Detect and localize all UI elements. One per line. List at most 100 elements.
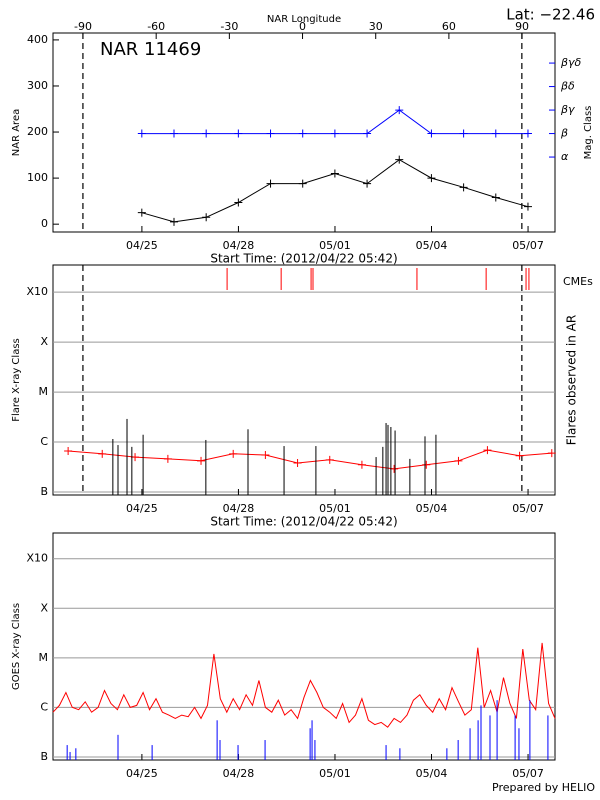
marker: [523, 202, 532, 211]
marker: [427, 129, 436, 138]
marker: [491, 193, 500, 202]
x-tick-label: 04/25: [126, 502, 158, 515]
marker: [547, 449, 556, 458]
y-axis-label: Flare X-ray Class: [11, 338, 22, 422]
y-axis-label: NAR Area: [11, 109, 22, 156]
series-line: [52, 642, 556, 728]
x-tick-label: 04/28: [223, 239, 255, 252]
y2-axis-label: Flares observed in AR: [565, 315, 579, 445]
marker: [293, 459, 302, 468]
x-tick-label: 05/01: [319, 502, 351, 515]
marker: [395, 106, 404, 115]
marker: [390, 464, 399, 473]
x2-tick-label: -90: [74, 20, 92, 33]
marker: [330, 169, 339, 178]
series-line: [68, 449, 552, 470]
x-tick-label: 04/25: [126, 239, 158, 252]
x-tick-label: 05/07: [512, 502, 544, 515]
y2-tick-label: βγδ: [560, 56, 582, 69]
y-tick-label: 200: [27, 125, 48, 138]
marker: [169, 129, 178, 138]
x-tick-label: 05/07: [512, 767, 544, 780]
marker: [330, 129, 339, 138]
marker: [357, 460, 366, 469]
marker: [266, 179, 275, 188]
x-tick-label: 05/04: [416, 502, 448, 515]
x-tick-label: 04/28: [223, 767, 255, 780]
marker: [363, 179, 372, 188]
x2-tick-label: -30: [220, 20, 238, 33]
marker: [422, 460, 431, 469]
y-axis-label: GOES X-ray Class: [11, 603, 22, 690]
y2-axis-label: Mag. Class: [583, 106, 594, 160]
x-axis-label: Start Time: (2012/04/22 05:42): [210, 515, 397, 529]
plot-frame: [52, 264, 556, 496]
x2-tick-label: 30: [369, 20, 383, 33]
marker: [298, 129, 307, 138]
y-tick-label: M: [39, 385, 49, 398]
marker: [523, 129, 532, 138]
x2-tick-label: 60: [442, 20, 456, 33]
marker: [169, 217, 178, 226]
marker: [229, 449, 238, 458]
marker: [234, 198, 243, 207]
y-tick-label: 300: [27, 79, 48, 92]
x2-tick-label: 90: [515, 20, 529, 33]
plot-frame: [52, 32, 556, 233]
marker: [459, 129, 468, 138]
x-tick-label: 05/01: [319, 239, 351, 252]
panel-title: NAR 11469: [100, 39, 201, 60]
marker: [515, 451, 524, 460]
x-tick-label: 05/04: [416, 239, 448, 252]
marker: [137, 129, 146, 138]
marker: [197, 456, 206, 465]
marker: [98, 449, 107, 458]
marker: [491, 129, 500, 138]
marker: [298, 179, 307, 188]
y-tick-label: C: [40, 435, 48, 448]
marker: [325, 455, 334, 464]
marker: [395, 155, 404, 164]
y-tick-label: 100: [27, 171, 48, 184]
x-tick-label: 05/04: [416, 767, 448, 780]
marker: [427, 174, 436, 183]
footer: Prepared by HELIO: [492, 781, 595, 794]
marker: [261, 450, 270, 459]
marker: [64, 447, 73, 456]
y2-tick-label: β: [560, 127, 568, 140]
marker: [363, 129, 372, 138]
marker: [266, 129, 275, 138]
y-tick-label: 0: [41, 217, 48, 230]
y-tick-label: X10: [26, 552, 48, 565]
y-tick-label: X10: [26, 285, 48, 298]
x-tick-label: 05/07: [512, 239, 544, 252]
x2-tick-label: -60: [147, 20, 165, 33]
marker: [202, 129, 211, 138]
marker: [131, 453, 140, 462]
y2-tick-label: βγ: [560, 103, 575, 116]
y-tick-label: C: [40, 700, 48, 713]
x-tick-label: 04/25: [126, 767, 158, 780]
y2-tick-label: α: [561, 150, 569, 163]
marker: [202, 213, 211, 222]
y-tick-label: M: [39, 651, 49, 664]
series-line: [141, 159, 529, 223]
y-tick-label: 400: [27, 33, 48, 46]
y-tick-label: X: [40, 335, 48, 348]
x-axis-label: Start Time: (2012/04/22 05:42): [210, 252, 397, 266]
y-tick-label: B: [40, 485, 48, 498]
x2-tick-label: 0: [299, 20, 306, 33]
y-tick-label: X: [40, 601, 48, 614]
plot-frame: [52, 532, 556, 761]
x-tick-label: 05/01: [319, 767, 351, 780]
marker: [483, 446, 492, 455]
x2-axis-label: NAR Longitude: [267, 14, 341, 25]
marker: [459, 183, 468, 192]
y2-tick-label: βδ: [560, 80, 575, 93]
event-label: CMEs: [563, 275, 593, 288]
marker: [137, 208, 146, 217]
marker: [163, 454, 172, 463]
latitude: Lat: −22.46: [506, 6, 595, 24]
y-tick-label: B: [40, 750, 48, 763]
